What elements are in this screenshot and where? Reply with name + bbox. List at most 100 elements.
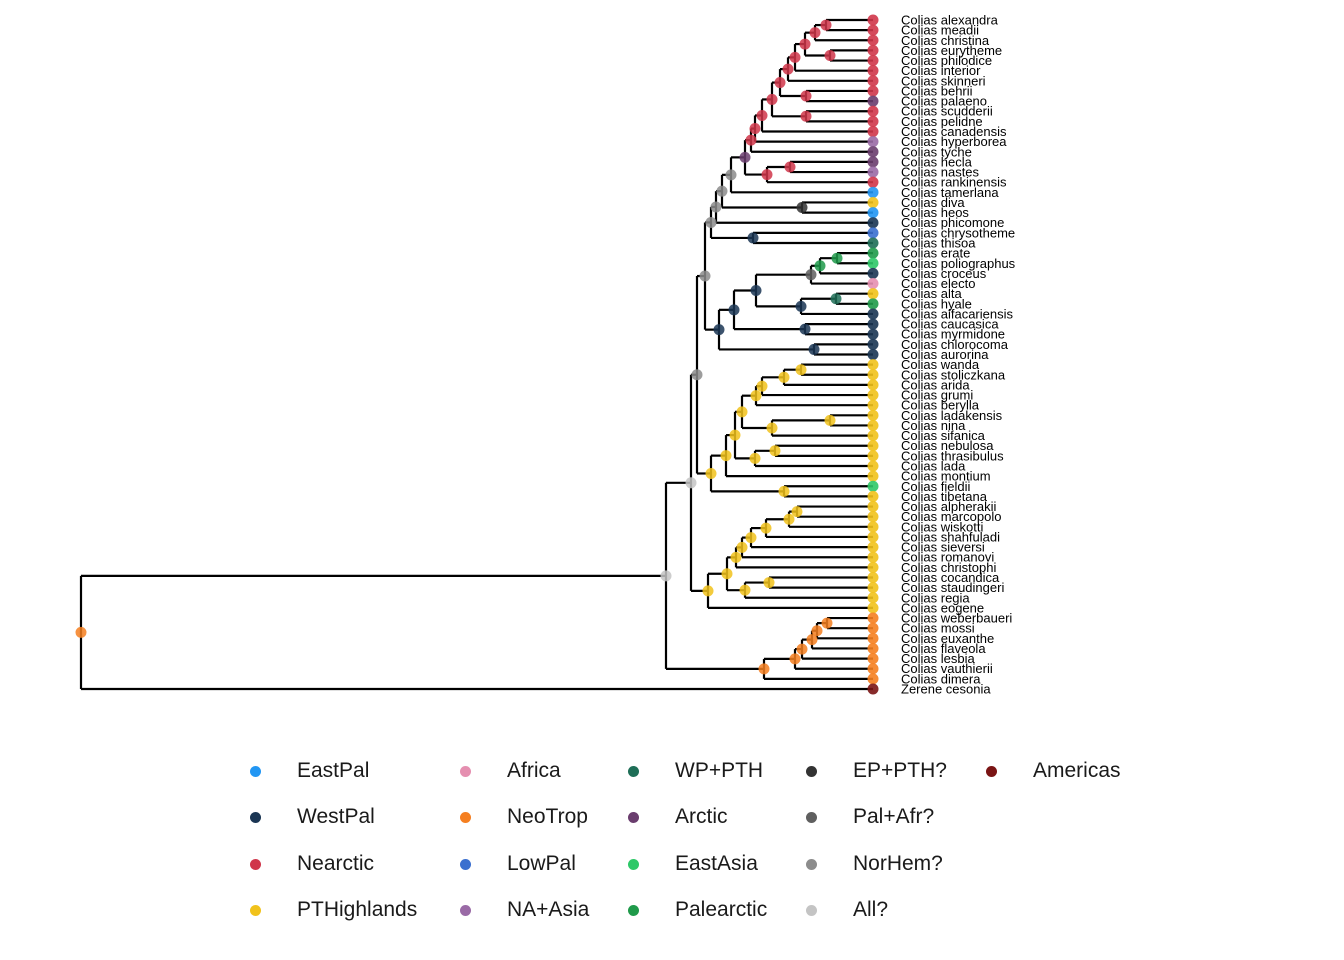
ancestral-node-marker: [720, 450, 732, 462]
ancestral-node-marker: [766, 93, 778, 105]
tip-label: Colias pelidne: [901, 114, 983, 129]
tip-label: Colias montium: [901, 469, 991, 484]
tip-marker: [867, 328, 879, 340]
legend-swatch: [628, 811, 639, 823]
ancestral-node-marker: [699, 270, 711, 282]
legend-item: EastPal: [250, 748, 369, 794]
ancestral-node-marker: [729, 429, 741, 441]
tip-marker: [867, 501, 879, 513]
legend-item: Pal+Afr?: [806, 794, 934, 840]
tree-branches: [79, 18, 873, 691]
ancestral-node-marker: [691, 369, 703, 381]
tip-marker: [867, 582, 879, 594]
ancestral-node-marker: [716, 185, 728, 197]
tip-marker: [867, 217, 879, 229]
tip-label: Colias hyperborea: [901, 134, 1007, 149]
legend-swatch: [806, 904, 817, 916]
ancestral-node-marker: [778, 485, 790, 497]
ancestral-node-marker: [830, 293, 842, 305]
legend-label: Americas: [1033, 759, 1121, 782]
legend-label: Palearctic: [675, 898, 768, 921]
legend-label: Pal+Afr?: [853, 805, 935, 828]
legend-item: PTHighlands: [250, 887, 417, 933]
tip-label: Colias vauthierii: [901, 661, 993, 676]
ancestral-node-marker: [747, 232, 759, 244]
tip-label: Colias ladakensis: [901, 408, 1003, 423]
ancestral-node-marker: [713, 324, 725, 336]
legend-swatch: [250, 858, 261, 870]
legend-swatch: [628, 858, 639, 870]
tip-label: Colias euxanthe: [901, 631, 994, 646]
ancestral-node-marker: [808, 343, 820, 355]
ancestral-node-marker: [814, 260, 826, 272]
ancestral-node-marker: [778, 371, 790, 383]
ancestral-node-marker: [789, 51, 801, 63]
ancestral-node-marker: [736, 406, 748, 418]
legend-swatch: [806, 858, 817, 870]
tip-marker: [867, 186, 879, 198]
tip-marker: [867, 338, 879, 350]
legend-item: LowPal: [460, 841, 576, 887]
tip-label: Colias romanovi: [901, 550, 994, 565]
tip-label: Colias thrasibulus: [901, 448, 1004, 463]
tip-marker: [867, 450, 879, 462]
ancestral-node-marker: [710, 201, 722, 213]
tip-label: Colias palaeno: [901, 94, 987, 109]
ancestral-node-marker: [705, 216, 717, 228]
ancestral-node-marker: [749, 452, 761, 464]
tip-marker: [867, 95, 879, 107]
tip-label: Colias thisoa: [901, 236, 976, 251]
tip-marker: [867, 561, 879, 573]
legend-item: All?: [806, 887, 888, 933]
ancestral-node-marker: [739, 151, 751, 163]
tip-marker: [867, 136, 879, 148]
tip-label: Colias tibetana: [901, 489, 988, 504]
tip-label: Colias behrii: [901, 83, 973, 98]
legend-swatch: [628, 765, 639, 777]
tip-label: Colias eogene: [901, 600, 984, 615]
tip-label: Colias alta: [901, 286, 962, 301]
tip-marker: [867, 673, 879, 685]
tip-marker: [867, 227, 879, 239]
ancestral-node-marker: [766, 422, 778, 434]
legend-label: EP+PTH?: [853, 759, 947, 782]
tip-marker: [867, 399, 879, 411]
ancestral-node-marker: [774, 77, 786, 89]
tip-label: Colias scudderii: [901, 104, 993, 119]
tip-marker: [867, 247, 879, 259]
tip-label: Colias diva: [901, 195, 965, 210]
tip-label: Colias aurorina: [901, 347, 989, 362]
tip-label: Colias electo: [901, 276, 975, 291]
tip-marker: [867, 430, 879, 442]
tip-label: Colias regia: [901, 590, 970, 605]
legend-swatch: [806, 811, 817, 823]
tip-marker: [867, 632, 879, 644]
tip-marker: [867, 379, 879, 391]
legend-label: NeoTrop: [507, 805, 588, 828]
ancestral-node-marker: [739, 584, 751, 596]
tip-marker: [867, 663, 879, 675]
ancestral-node-marker: [760, 522, 772, 534]
legend-item: Nearctic: [250, 841, 374, 887]
tip-marker: [867, 541, 879, 553]
legend-label: LowPal: [507, 852, 576, 875]
legend-label: Africa: [507, 759, 561, 782]
ancestral-node-marker: [800, 110, 812, 122]
ancestral-node-marker: [782, 63, 794, 75]
ancestral-node-marker: [809, 27, 821, 39]
tip-label: Colias lada: [901, 459, 966, 474]
tip-marker: [867, 257, 879, 269]
tip-label: Colias caucasica: [901, 317, 999, 332]
ancestral-node-marker: [824, 414, 836, 426]
ancestral-node-marker: [75, 626, 87, 638]
legend-item: EP+PTH?: [806, 748, 947, 794]
tip-marker: [867, 14, 879, 26]
tip-label: Colias chlorocoma: [901, 337, 1009, 352]
tip-label: Colias wiskotti: [901, 519, 983, 534]
tip-label: Colias hecla: [901, 154, 973, 169]
tip-label: Colias stoliczkana: [901, 367, 1006, 382]
tip-marker: [867, 653, 879, 665]
tip-marker: [867, 24, 879, 36]
tip-marker: [867, 115, 879, 127]
